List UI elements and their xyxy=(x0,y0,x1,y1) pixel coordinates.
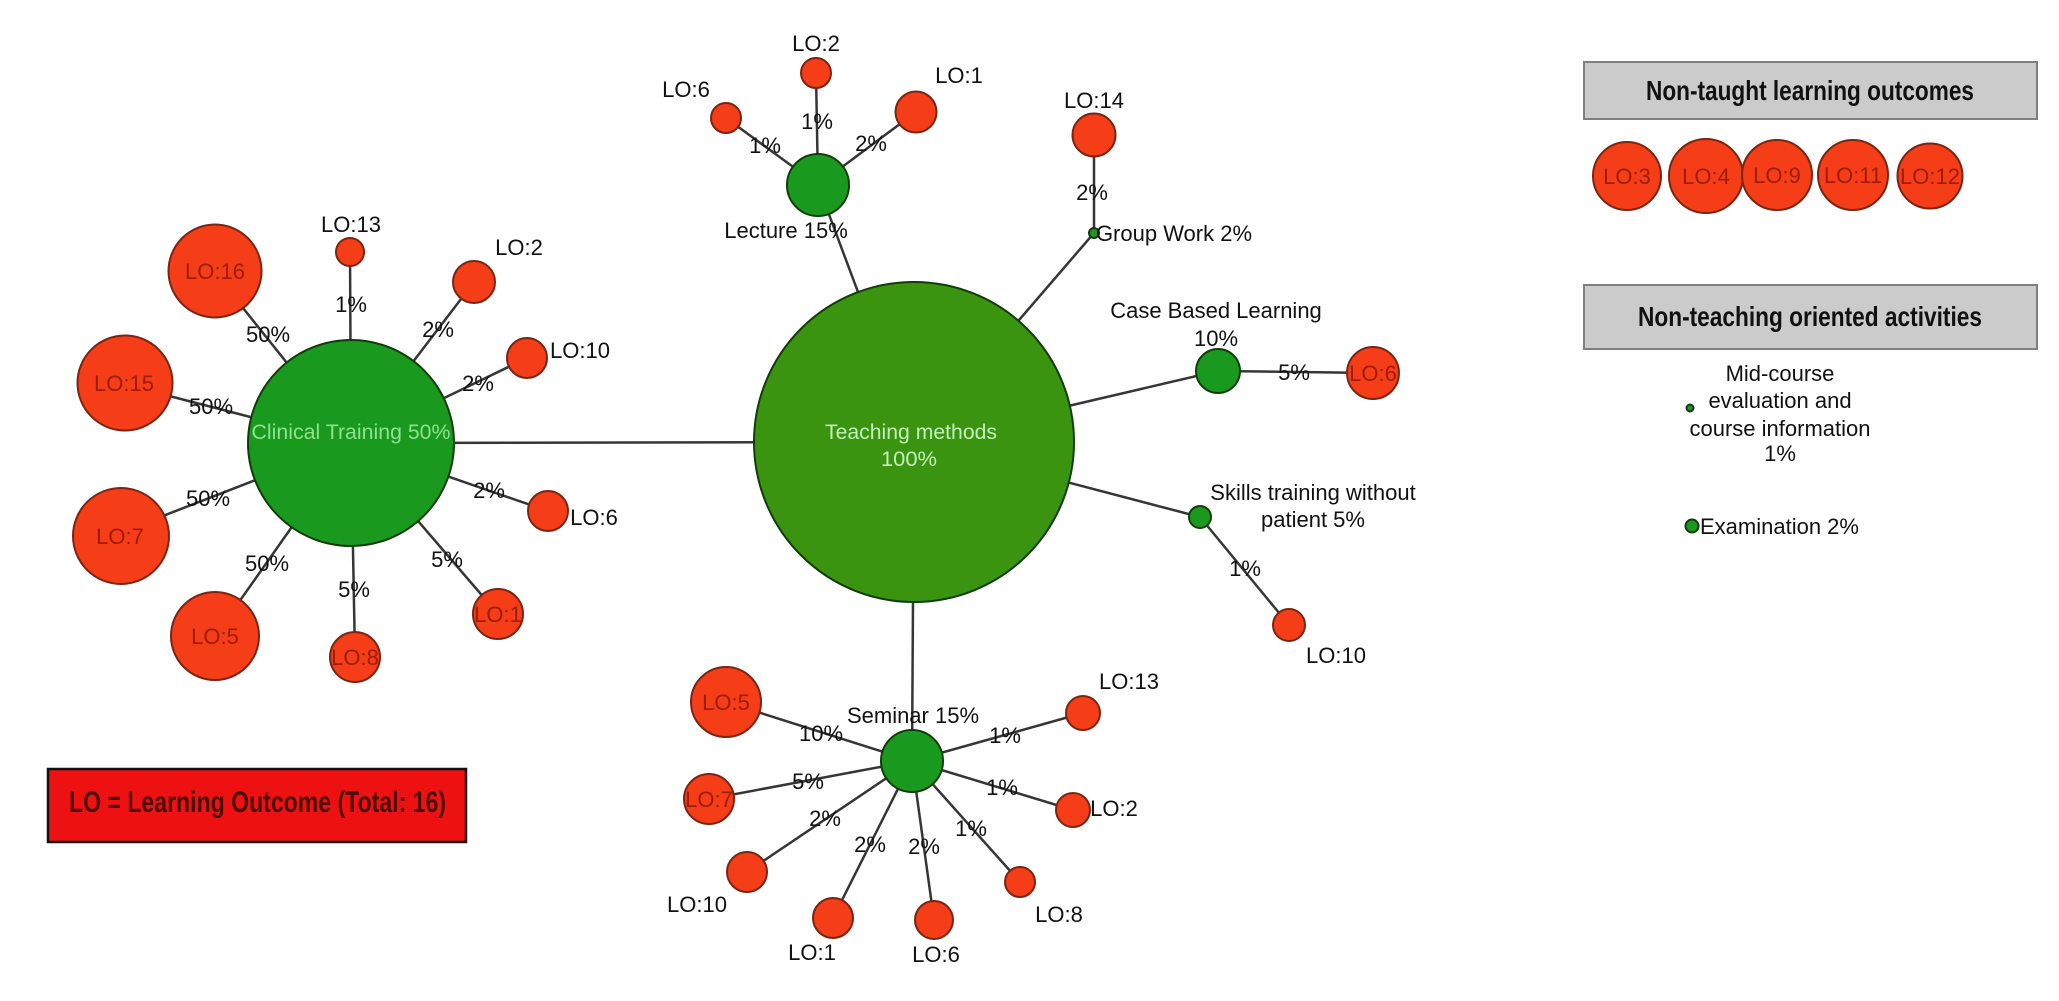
svg-text:10%: 10% xyxy=(1194,326,1238,351)
svg-text:LO = Learning Outcome (Total:: LO = Learning Outcome (Total: 16) xyxy=(69,786,446,819)
svg-text:LO:8: LO:8 xyxy=(331,645,379,670)
svg-text:LO:11: LO:11 xyxy=(1824,163,1882,188)
svg-text:50%: 50% xyxy=(245,551,289,576)
svg-text:LO:13: LO:13 xyxy=(1099,669,1159,694)
svg-text:2%: 2% xyxy=(462,371,494,396)
svg-text:2%: 2% xyxy=(809,806,841,831)
svg-text:LO:13: LO:13 xyxy=(321,212,381,237)
svg-text:Skills training without: Skills training without xyxy=(1210,480,1415,505)
svg-text:LO:7: LO:7 xyxy=(96,524,144,549)
svg-text:Lecture 15%: Lecture 15% xyxy=(724,218,848,243)
svg-text:LO:4: LO:4 xyxy=(1682,164,1730,189)
svg-text:course information: course information xyxy=(1690,416,1871,441)
svg-text:LO:10: LO:10 xyxy=(667,892,727,917)
svg-text:5%: 5% xyxy=(431,547,463,572)
svg-text:LO:2: LO:2 xyxy=(495,235,543,260)
svg-text:LO:6: LO:6 xyxy=(1349,361,1397,386)
svg-text:1%: 1% xyxy=(1229,556,1261,581)
svg-text:10%: 10% xyxy=(799,721,843,746)
svg-text:5%: 5% xyxy=(1278,360,1310,385)
svg-text:2%: 2% xyxy=(855,131,887,156)
svg-text:5%: 5% xyxy=(792,769,824,794)
svg-text:Seminar 15%: Seminar 15% xyxy=(847,703,979,728)
svg-text:1%: 1% xyxy=(801,109,833,134)
svg-text:1%: 1% xyxy=(955,816,987,841)
svg-text:evaluation and: evaluation and xyxy=(1708,388,1851,413)
svg-text:1%: 1% xyxy=(1764,441,1796,466)
svg-text:LO:9: LO:9 xyxy=(1753,163,1801,188)
svg-text:5%: 5% xyxy=(338,577,370,602)
svg-text:LO:7: LO:7 xyxy=(685,787,733,812)
svg-text:LO:5: LO:5 xyxy=(702,690,750,715)
svg-text:LO:16: LO:16 xyxy=(185,259,245,284)
svg-text:1%: 1% xyxy=(989,723,1021,748)
svg-text:2%: 2% xyxy=(1076,180,1108,205)
svg-text:2%: 2% xyxy=(473,478,505,503)
svg-text:1%: 1% xyxy=(749,133,781,158)
svg-text:50%: 50% xyxy=(246,322,290,347)
svg-text:LO:6: LO:6 xyxy=(570,505,618,530)
svg-text:Non-taught learning outcomes: Non-taught learning outcomes xyxy=(1646,75,1974,106)
svg-text:LO:10: LO:10 xyxy=(1306,643,1366,668)
svg-text:LO:2: LO:2 xyxy=(792,31,840,56)
svg-text:LO:1: LO:1 xyxy=(788,940,836,965)
svg-text:LO:10: LO:10 xyxy=(550,338,610,363)
svg-text:LO:3: LO:3 xyxy=(1603,164,1651,189)
svg-text:LO:6: LO:6 xyxy=(662,77,710,102)
svg-text:LO:2: LO:2 xyxy=(1090,796,1138,821)
svg-text:Non-teaching oriented activiti: Non-teaching oriented activities xyxy=(1638,301,1982,332)
svg-text:Case Based Learning: Case Based Learning xyxy=(1110,298,1322,323)
svg-text:LO:5: LO:5 xyxy=(191,624,239,649)
svg-text:LO:12: LO:12 xyxy=(1900,164,1960,189)
svg-text:LO:14: LO:14 xyxy=(1064,88,1124,113)
svg-text:2%: 2% xyxy=(908,834,940,859)
svg-text:Teaching methods: Teaching methods xyxy=(825,421,997,444)
svg-text:Mid-course: Mid-course xyxy=(1726,361,1835,386)
svg-text:LO:6: LO:6 xyxy=(912,942,960,967)
svg-text:50%: 50% xyxy=(186,486,230,511)
svg-text:2%: 2% xyxy=(854,832,886,857)
svg-text:100%: 100% xyxy=(881,448,937,471)
svg-text:LO:1: LO:1 xyxy=(935,63,983,88)
svg-text:LO:15: LO:15 xyxy=(94,371,154,396)
svg-text:LO:8: LO:8 xyxy=(1035,902,1083,927)
svg-text:Clinical Training 50%: Clinical Training 50% xyxy=(252,421,451,444)
svg-text:patient 5%: patient 5% xyxy=(1261,507,1365,532)
svg-text:50%: 50% xyxy=(189,394,233,419)
svg-text:Group Work 2%: Group Work 2% xyxy=(1096,221,1252,246)
svg-text:1%: 1% xyxy=(335,292,367,317)
svg-text:1%: 1% xyxy=(986,775,1018,800)
svg-text:Examination 2%: Examination 2% xyxy=(1700,514,1859,539)
svg-text:2%: 2% xyxy=(422,317,454,342)
svg-text:LO:1: LO:1 xyxy=(474,602,522,627)
